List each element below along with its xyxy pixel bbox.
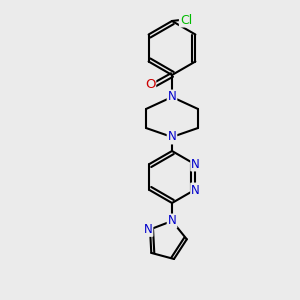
Text: N: N <box>168 130 176 143</box>
Text: N: N <box>168 91 176 103</box>
Text: O: O <box>145 79 155 92</box>
Text: N: N <box>168 214 176 227</box>
Text: Cl: Cl <box>180 14 192 26</box>
Text: N: N <box>191 158 200 170</box>
Text: N: N <box>144 223 152 236</box>
Text: N: N <box>191 184 200 196</box>
